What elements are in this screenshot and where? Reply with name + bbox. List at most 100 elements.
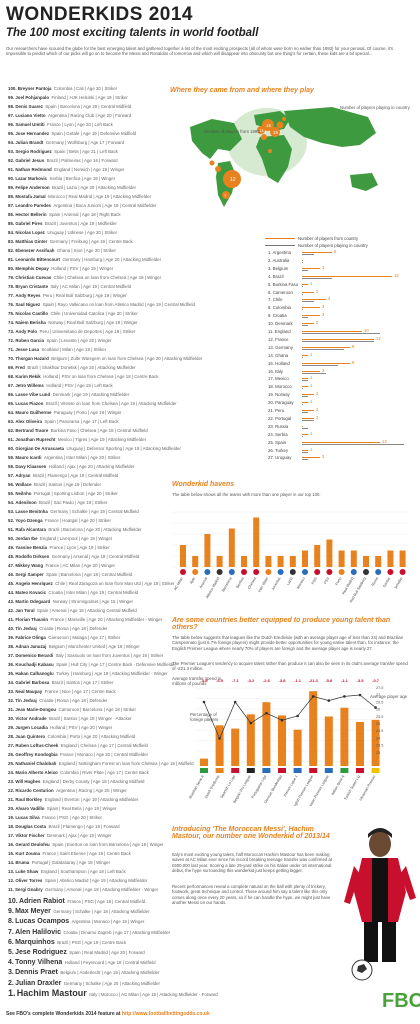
in-bar: [302, 285, 303, 287]
world-map: 16 15 13 12 7: [172, 97, 412, 227]
country-label: 10. Denmark: [268, 321, 293, 327]
league-label: Ukrainian Premier: [359, 774, 377, 802]
ranking-item: 47. Mikkey Wang France | AC Milan | Age …: [8, 563, 116, 568]
havens-title: Wonderkid havens: [172, 481, 235, 488]
club-badge-icon: [241, 569, 247, 575]
ranking-item: 27. Ruben Loftus-Cheek England | Chelsea…: [8, 743, 148, 748]
haven-bar: [338, 550, 345, 567]
ranking-item: 69. Fred Brazil | Shakhtar Donetsk | Age…: [8, 365, 136, 370]
country-label: 9. Croatia: [268, 313, 287, 319]
from-value: 13: [382, 438, 387, 444]
in-bar: [302, 277, 332, 279]
haven-bar: [228, 528, 235, 567]
foreign-pct-bar: [231, 728, 240, 766]
team-label: Monaco: [296, 577, 306, 590]
from-value: 1: [310, 375, 313, 381]
country-label: 1. Argentina: [268, 250, 291, 255]
country-label: 25. Spain: [268, 439, 287, 445]
ranking-item: 80. Memphis Depay Holland | PSV | Age 19…: [8, 266, 114, 271]
ranking-item: 48. Rodolfo Dirksen Germany | Arsenal | …: [8, 554, 140, 559]
feature-text-1: Italy's most exciting young talent, half…: [172, 852, 333, 873]
ranking-item: 37. Domenico Berardi Italy | Sassuolo on…: [8, 653, 164, 658]
top-ten-item: 9. Max Meyer Germany | Schalke | Age 18 …: [8, 908, 150, 916]
ranking-item: 14. Bruma Portugal | Galatasaray | Age 1…: [8, 860, 111, 865]
footer-text: See FBO's complete Wonderkids 2014 featu…: [6, 1011, 210, 1017]
top-ten-item: 2. Julian Draxler Germany | Schalke | Ag…: [8, 979, 161, 987]
ranking-item: 13. Luke Shaw England | Southampton | Ag…: [8, 869, 126, 874]
ranking-item: 60. Giorgian De Arrascaeta Uruguay | Def…: [8, 446, 181, 451]
in-bar: [302, 435, 303, 437]
ranking-item: 89. Felipe Anderson Brazil | Lazio | Age…: [8, 185, 137, 190]
footer-link[interactable]: http://www.footballbettingodds.co.uk: [121, 1011, 210, 1017]
page-subtitle: The 100 most exciting talents in world f…: [6, 27, 259, 39]
from-bar: [302, 362, 350, 364]
from-bar: [302, 315, 320, 317]
legend-foreign: Percentage of foreign players: [190, 712, 219, 723]
foreign-pct-bar: [278, 715, 286, 766]
from-bar: [302, 252, 332, 253]
country-label: 14. Ghana: [268, 352, 289, 358]
league-label: Portuguese Liga: [251, 775, 268, 800]
team-label: Roma: [371, 577, 379, 587]
spend-value: -5.8: [325, 678, 333, 683]
ranking-item: 29. Jurgen Locadia Holland | PSV | Age 2…: [8, 725, 113, 730]
foreign-pct-bar: [200, 758, 208, 766]
in-bar: [302, 356, 303, 358]
club-badge-icon: [204, 569, 211, 575]
in-bar: [302, 348, 344, 350]
spend-ylabel: Average transfer spend in millions of po…: [172, 676, 222, 687]
foreign-pct-bar: [309, 691, 318, 766]
team-label: Ajax: [189, 576, 196, 584]
top-ten-item: 6. Marquinhos Brazil | PSG | Age 19 | Ce…: [8, 938, 127, 946]
ranking-item: 73. Andy Polo Peru | Universitario de De…: [8, 329, 136, 334]
age-tick: 24.5: [376, 729, 383, 733]
from-bar: [302, 378, 308, 380]
haven-bar: [326, 539, 333, 567]
age-tick: 26: [376, 708, 380, 712]
team-label: PSV: [323, 576, 330, 585]
from-bar: [302, 457, 320, 459]
in-bar: [302, 404, 303, 406]
ranking-item: 26. Geoffrey Kondogbia France | Monaco |…: [8, 752, 149, 757]
age-tick: 27.5: [376, 686, 383, 690]
age-tick: 23.5: [376, 744, 383, 748]
country-label: 16. Italy: [268, 368, 284, 374]
from-value: 3: [322, 367, 325, 373]
from-value: 8: [352, 359, 355, 365]
in-bar: [302, 261, 303, 263]
club-badge-icon: [399, 569, 406, 575]
map-number: 7: [224, 193, 227, 198]
age-tick: 27: [376, 693, 380, 697]
in-bar: [302, 388, 303, 390]
ranking-item: 32. Tin Jedvaj Croatia | Roma | Age 18 |…: [8, 698, 108, 703]
ranking-item: 54. Adenilson Brazil | Sao Paulo | Age 1…: [8, 500, 108, 505]
legend-from: Number of players from country: [265, 236, 358, 241]
in-bar: [302, 333, 380, 334]
ranking-item: 23. Will Hughes England | Derby County |…: [8, 779, 145, 784]
ranking-item: 66. Lasse Vibe Lund Denmark | Age 19 | A…: [8, 392, 130, 397]
foreign-pct-bar: [262, 702, 271, 766]
flag-icon: [293, 768, 302, 773]
ranking-item: 58. Davy Klaassen Holland | Ajax | Age 2…: [8, 464, 135, 469]
haven-bar: [241, 556, 247, 567]
foreign-pct-bar: [293, 729, 302, 766]
from-bar: [302, 299, 326, 301]
in-bar: [302, 396, 308, 398]
ranking-item: 81. Leonardo Bittencourt Germany | Hambu…: [8, 257, 162, 262]
country-label: 23. Russia: [268, 423, 289, 429]
in-bar: [302, 340, 374, 342]
ranking-item: 28. Juan Quintero Colombia | Porto | Age…: [8, 734, 136, 739]
from-value: 1: [310, 383, 313, 389]
from-bar: [302, 370, 320, 372]
top-ten-item: 4. Tonny Vilhena Holland | Feyenoord | A…: [8, 959, 156, 967]
from-bar: [302, 354, 308, 356]
league-label: Brazilian Serie A: [188, 774, 205, 799]
ranking-item: 56. Wallace Brazil | Santos | Age 19 | D…: [8, 482, 102, 487]
map-number: 16: [266, 123, 272, 128]
flag-icon: [215, 768, 224, 773]
haven-bar: [204, 534, 211, 567]
ranking-item: 64. Mauro Guilherme Paraguay | Porto | A…: [8, 410, 122, 415]
spend-value: -2.6: [263, 678, 271, 683]
havens-text: The table below shows all the teams with…: [172, 492, 321, 497]
from-bar: [302, 338, 374, 340]
